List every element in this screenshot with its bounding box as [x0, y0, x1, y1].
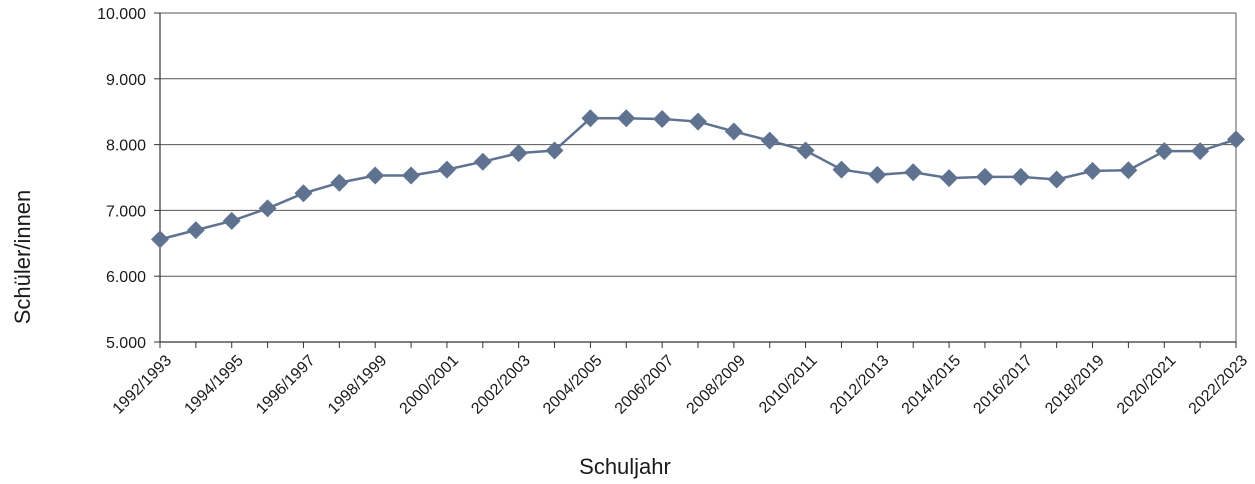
- data-point-marker: [1227, 130, 1245, 149]
- data-point-marker: [545, 141, 564, 160]
- x-tick-label: 1998/1999: [325, 352, 391, 418]
- x-tick-label: 2006/2007: [612, 352, 678, 418]
- data-point-marker: [689, 112, 707, 131]
- data-point-marker: [366, 166, 385, 185]
- data-point-marker: [151, 230, 169, 249]
- x-tick-label: 1994/1995: [181, 352, 247, 418]
- data-point-marker: [868, 165, 887, 184]
- data-point-marker: [258, 199, 277, 218]
- axes: [154, 12, 1237, 348]
- data-point-marker: [294, 184, 313, 203]
- x-tick-label: 2016/2017: [970, 352, 1036, 418]
- data-point-marker: [617, 109, 636, 128]
- x-tick-labels: 1992/1993 1994/1995 1996/1997 1998/1999 2000…: [110, 352, 1252, 418]
- x-axis-title: Schuljahr: [579, 454, 671, 479]
- series-line: [159, 117, 1237, 241]
- y-tick-label: 9.000: [106, 72, 146, 89]
- data-point-marker: [1191, 142, 1210, 161]
- data-point-marker: [1155, 142, 1174, 161]
- data-point-marker: [581, 109, 600, 128]
- y-tick-label: 6.000: [106, 269, 146, 286]
- x-tick-label: 2000/2001: [397, 352, 463, 418]
- x-tick-label: 2014/2015: [899, 352, 965, 418]
- data-point-marker: [940, 169, 959, 188]
- data-point-marker: [1047, 170, 1066, 189]
- y-tick-labels: 5.000 6.000 7.000 8.000 9.000 10.000: [97, 6, 146, 352]
- data-point-marker: [760, 131, 779, 150]
- data-point-marker: [904, 163, 923, 182]
- data-point-marker: [509, 144, 528, 163]
- data-point-marker: [832, 160, 851, 179]
- y-tick-label: 10.000: [97, 6, 146, 23]
- x-tick-label: 1996/1997: [253, 352, 319, 418]
- data-point-marker: [1119, 161, 1138, 180]
- data-point-marker: [724, 122, 743, 141]
- data-point-marker: [402, 166, 421, 185]
- data-point-marker: [473, 152, 492, 171]
- y-tick-label: 8.000: [106, 138, 146, 155]
- data-point-marker: [653, 109, 672, 128]
- y-axis-title: Schüler/innen: [10, 190, 35, 325]
- x-tick-label: 2010/2011: [756, 352, 821, 417]
- x-tick-label: 2004/2005: [540, 352, 606, 418]
- y-tick-label: 7.000: [106, 203, 146, 220]
- gridlines: [160, 12, 1236, 277]
- data-point-marker: [1011, 167, 1030, 186]
- data-point-marker: [975, 167, 994, 186]
- data-point-marker: [437, 160, 456, 179]
- x-tick-label: 2018/2019: [1042, 352, 1108, 418]
- x-tick-label: 2012/2013: [827, 352, 893, 418]
- data-point-marker: [330, 173, 349, 192]
- data-point-marker: [186, 221, 205, 240]
- data-markers: [151, 109, 1245, 249]
- y-tick-label: 5.000: [106, 335, 146, 352]
- data-point-marker: [1083, 161, 1102, 180]
- x-tick-label: 1992/1993: [110, 352, 176, 418]
- data-point-marker: [222, 211, 241, 230]
- data-point-marker: [796, 141, 815, 160]
- x-tick-label: 2008/2009: [684, 352, 750, 418]
- x-tick-label: 2022/2023: [1186, 352, 1252, 418]
- series-line: [159, 117, 1237, 241]
- x-tick-label: 2020/2021: [1114, 352, 1180, 418]
- x-tick-label: 2002/2003: [468, 352, 534, 418]
